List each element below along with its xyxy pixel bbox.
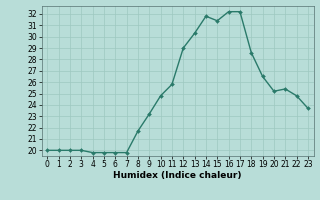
X-axis label: Humidex (Indice chaleur): Humidex (Indice chaleur) <box>113 171 242 180</box>
